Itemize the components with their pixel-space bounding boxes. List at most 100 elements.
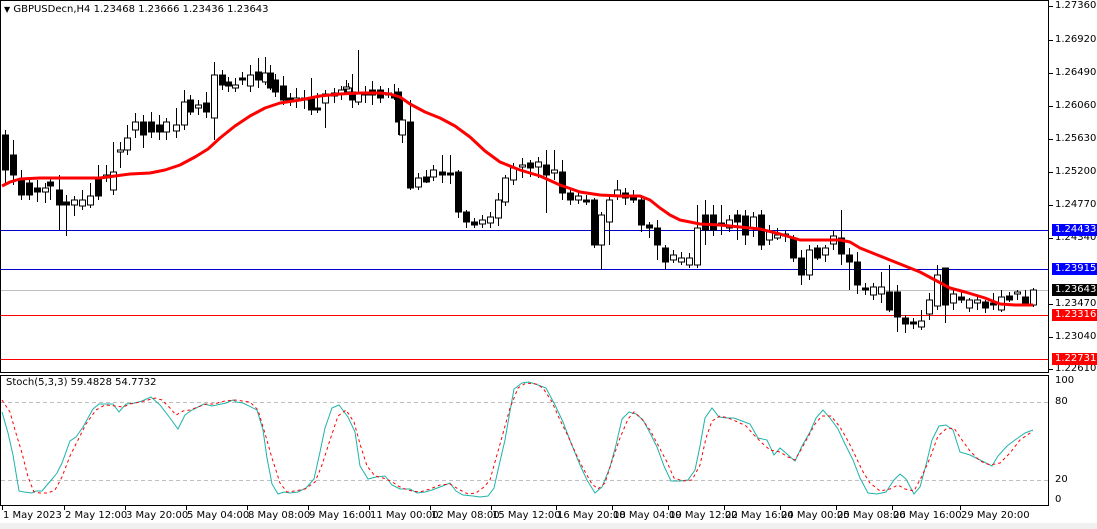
price-tick-mark [1049, 73, 1053, 74]
bearish-candle [958, 296, 965, 301]
bullish-candle [247, 74, 254, 87]
price-tick-mark [1049, 106, 1053, 107]
price-tick-mark [1049, 139, 1053, 140]
bearish-candle [710, 214, 717, 231]
time-tick-mark [308, 506, 309, 510]
bullish-candle [575, 195, 582, 201]
stochastic-pane[interactable] [0, 375, 1049, 506]
bullish-candle [173, 124, 180, 132]
bearish-candle [814, 247, 821, 259]
time-tick-mark [836, 506, 837, 510]
bearish-candle [646, 224, 653, 229]
bearish-candle [63, 201, 70, 206]
bullish-candle [117, 149, 124, 153]
bearish-candle [219, 74, 226, 86]
bullish-candle [694, 227, 701, 266]
bearish-candle [886, 291, 893, 311]
price-tick-label: 1.25200 [1055, 166, 1097, 177]
bearish-candle [567, 192, 574, 201]
bearish-candle [463, 211, 470, 223]
bearish-candle [583, 199, 590, 203]
time-tick-label: 12 May 08:00 [431, 510, 500, 521]
bullish-candle [479, 219, 486, 225]
stochastic-signal-line [1, 382, 1034, 495]
bullish-candle [181, 101, 188, 126]
price-level-tag: 1.23316 [1052, 309, 1097, 321]
bullish-candle [974, 299, 981, 304]
bearish-candle [838, 237, 845, 255]
bearish-candle [527, 162, 534, 169]
time-tick-mark [892, 506, 893, 510]
price-tick-mark [1049, 6, 1053, 7]
bearish-candle [543, 164, 550, 176]
price-chart-pane[interactable] [0, 0, 1049, 373]
price-tick-label: 1.23040 [1055, 331, 1097, 342]
bullish-candle [934, 274, 941, 307]
time-tick-label: 25 May 08:00 [837, 510, 906, 521]
time-tick-label: 18 May 04:00 [613, 510, 682, 521]
bearish-candle [56, 189, 63, 206]
time-tick-label: 9 May 16:00 [309, 510, 372, 521]
price-tick-label: 1.26490 [1055, 67, 1097, 78]
bearish-candle [702, 214, 709, 231]
time-tick-label: 19 May 12:00 [669, 510, 738, 521]
bearish-candle [798, 257, 805, 276]
time-tick-mark [247, 506, 248, 510]
bullish-candle [399, 119, 406, 136]
time-tick-label: 16 May 20:00 [557, 510, 626, 521]
bearish-candle [447, 172, 454, 176]
stochastic-tick-label: 0 [1055, 494, 1062, 505]
bullish-candle [726, 219, 733, 229]
collapse-triangle-icon[interactable]: ▼ [4, 5, 11, 14]
bullish-candle [195, 104, 202, 109]
bearish-candle [854, 261, 861, 286]
bearish-candle [26, 182, 33, 196]
time-tick-mark [369, 506, 370, 510]
time-tick-mark [724, 506, 725, 510]
bearish-candle [862, 287, 869, 291]
time-tick-label: 22 May 16:00 [725, 510, 794, 521]
time-tick-mark [960, 506, 961, 510]
time-tick-label: 8 May 08:00 [248, 510, 311, 521]
price-tick-mark [1049, 205, 1053, 206]
time-tick-mark [186, 506, 187, 510]
bullish-candle [71, 199, 78, 206]
bearish-candle [790, 237, 797, 259]
bullish-candle [232, 84, 239, 89]
bullish-candle [614, 189, 621, 196]
symbol-ohlc: GBPUSDecn,H4 1.23468 1.23666 1.23436 1.2… [13, 4, 269, 15]
chart-title: ▼ GBPUSDecn,H4 1.23468 1.23666 1.23436 1… [4, 4, 269, 15]
bearish-candle [156, 124, 163, 133]
bullish-candle [415, 177, 422, 188]
time-tick-mark [430, 506, 431, 510]
bearish-candle [439, 171, 446, 176]
time-tick-label: 2 May 12:00 [65, 510, 128, 521]
stochastic-tick-label: 100 [1055, 375, 1075, 386]
bearish-candle [187, 99, 194, 113]
bullish-candle [502, 177, 509, 203]
moving-average-line [1, 91, 1033, 307]
time-tick-label: 11 May 00:00 [370, 510, 439, 521]
bearish-candle [1022, 296, 1029, 304]
bullish-candle [966, 299, 973, 309]
bullish-candle [598, 214, 605, 246]
price-tick-label: 1.24340 [1055, 232, 1097, 243]
time-tick-label: 1 May 2023 [3, 510, 62, 521]
time-tick-mark [125, 506, 126, 510]
bearish-candle [272, 79, 279, 93]
bullish-candle [42, 187, 49, 193]
price-tick-label: 1.26060 [1055, 100, 1097, 111]
price-tick-mark [1049, 40, 1053, 41]
bullish-candle [551, 169, 558, 174]
bearish-candle [902, 317, 909, 325]
time-tick-label: 15 May 12:00 [492, 510, 561, 521]
price-tick-label: 1.22610 [1055, 363, 1097, 374]
bearish-candle [455, 171, 462, 213]
bearish-candle [225, 81, 232, 87]
bullish-candle [686, 257, 693, 266]
bearish-candle [734, 214, 741, 223]
price-tick-mark [1049, 369, 1053, 370]
bullish-candle [211, 74, 218, 119]
bullish-candle [774, 234, 781, 239]
